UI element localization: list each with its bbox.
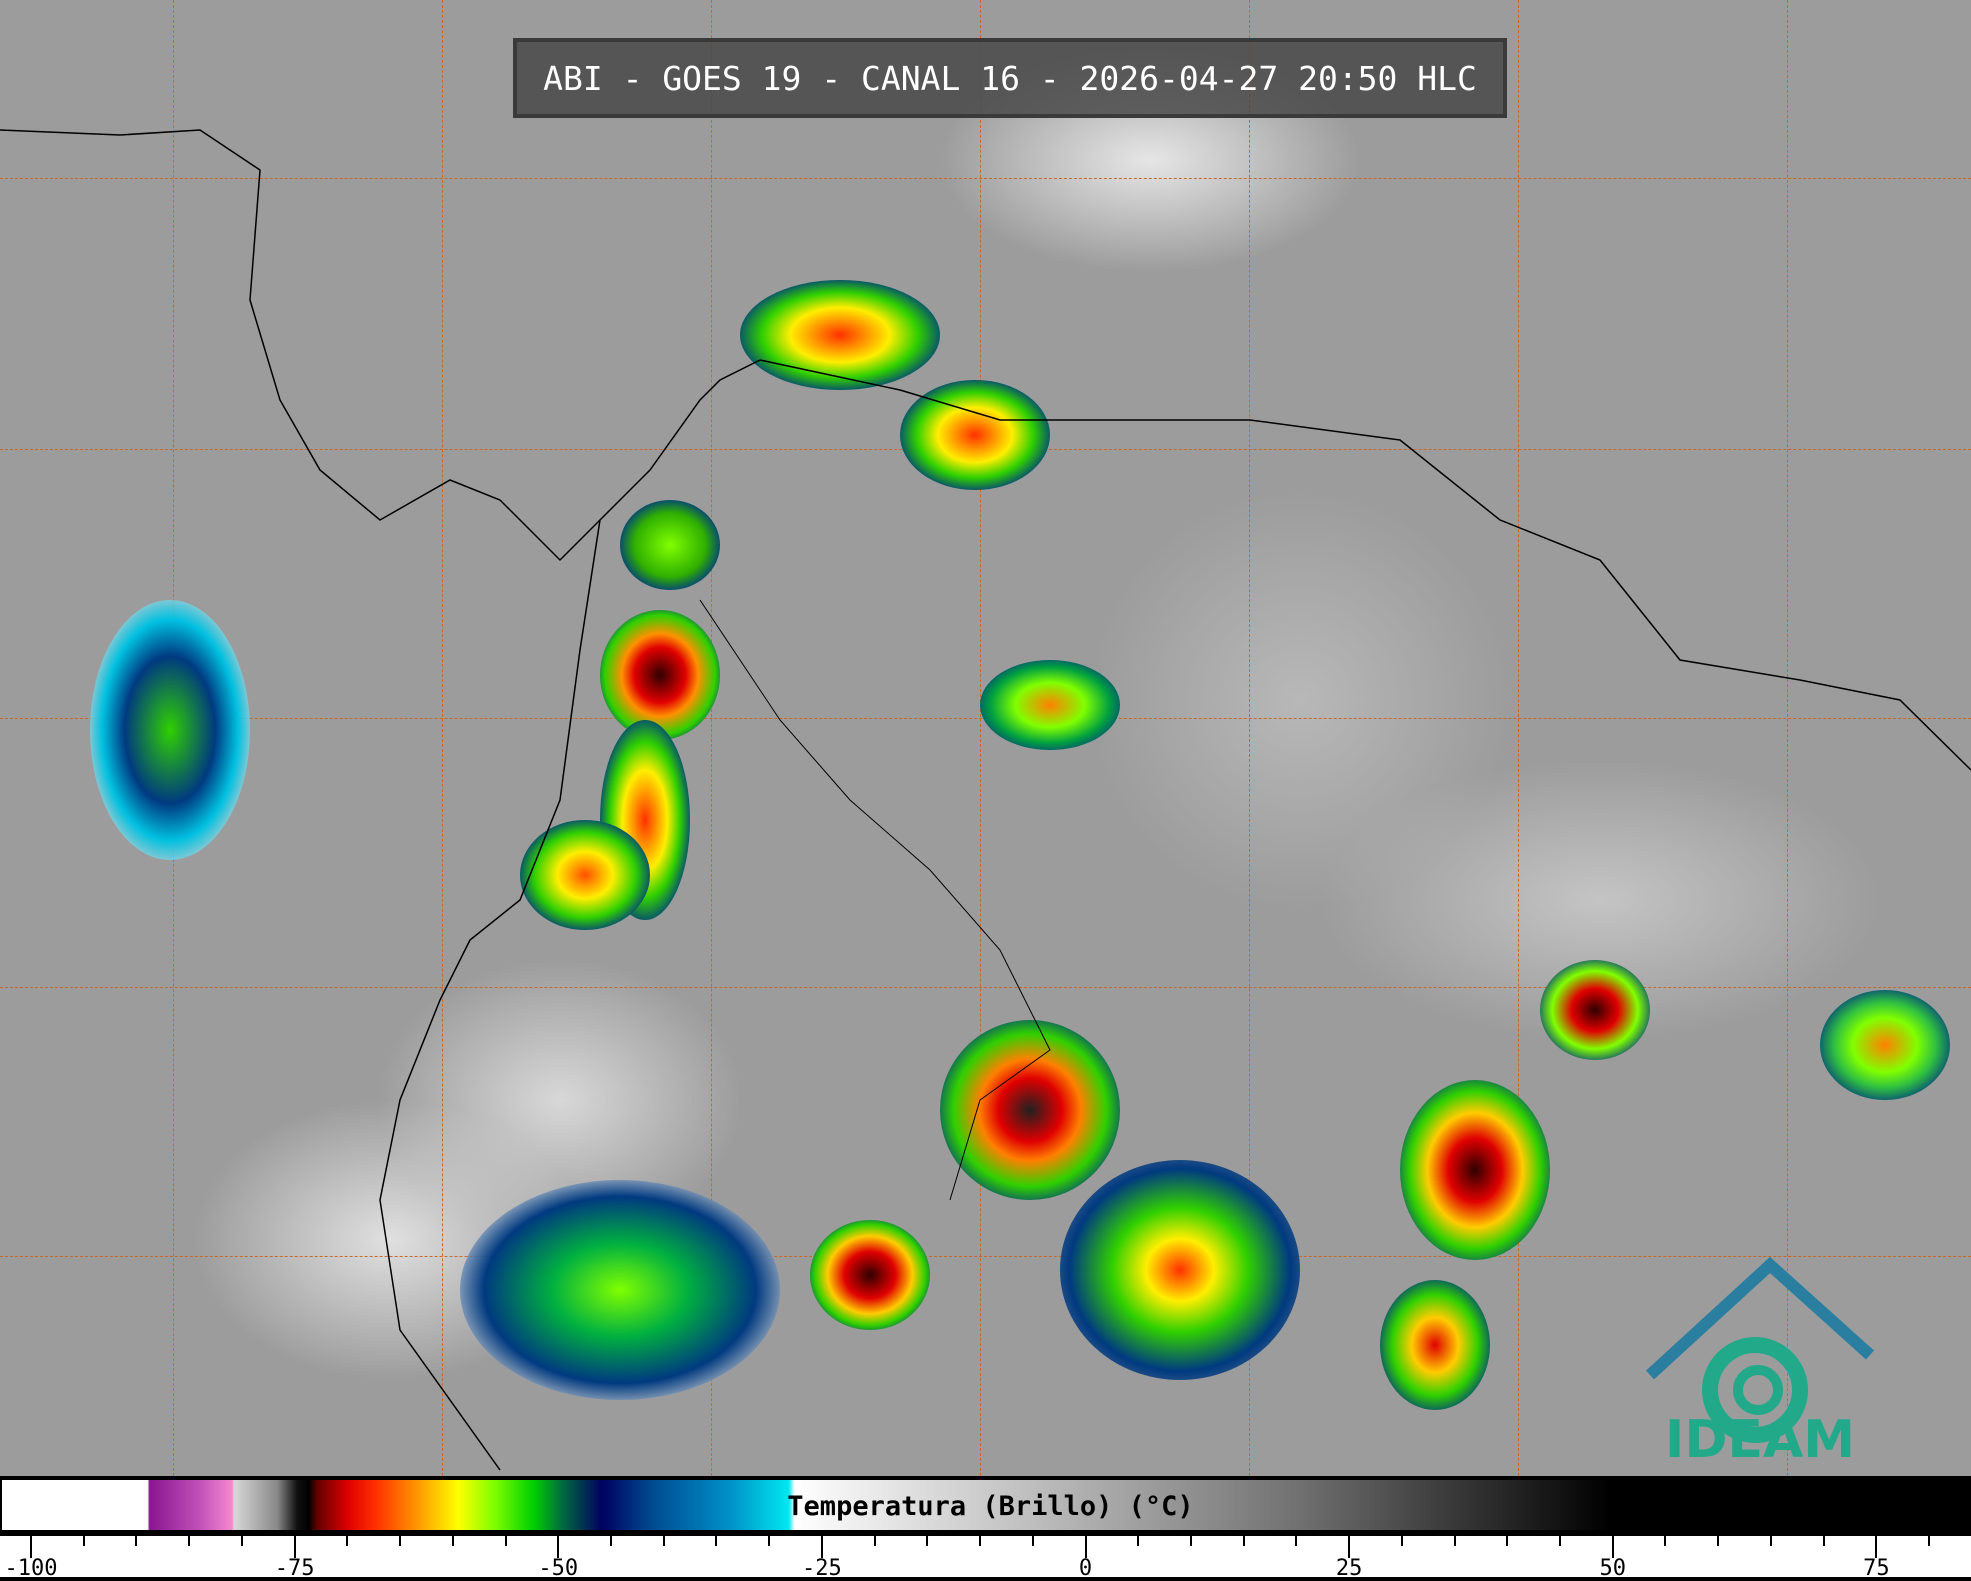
colorbar-tick bbox=[1928, 1536, 1931, 1546]
colorbar-tick bbox=[293, 1536, 296, 1558]
colorbar-tick bbox=[346, 1536, 349, 1546]
storm-cell bbox=[1060, 1160, 1300, 1380]
grid-line bbox=[1249, 0, 1250, 1476]
colorbar-tick bbox=[135, 1536, 138, 1546]
colorbar-tick bbox=[662, 1536, 665, 1546]
storm-cell bbox=[940, 1020, 1120, 1200]
colorbar-tick bbox=[715, 1536, 718, 1546]
colorbar-tick-label: -75 bbox=[274, 1556, 315, 1581]
colorbar-tick bbox=[1717, 1536, 1720, 1546]
ideam-logo-text: IDEAM bbox=[1665, 1410, 1856, 1470]
colorbar-tick bbox=[1295, 1536, 1298, 1546]
colorbar-tick bbox=[504, 1536, 507, 1546]
colorbar-axis: -100 -75 -50 -25 0 25 50 75 bbox=[0, 1536, 1971, 1581]
colorbar-tick bbox=[188, 1536, 191, 1546]
storm-cell bbox=[1820, 990, 1950, 1100]
colorbar-tick bbox=[1189, 1536, 1192, 1546]
storm-cell bbox=[520, 820, 650, 930]
storm-cell bbox=[1380, 1280, 1490, 1410]
colorbar-tick bbox=[609, 1536, 612, 1546]
colorbar-tick bbox=[240, 1536, 243, 1546]
colorbar-tick-label: 25 bbox=[1335, 1556, 1363, 1581]
grid-line bbox=[1787, 0, 1788, 1476]
colorbar-tick bbox=[1453, 1536, 1456, 1546]
colorbar-tick-label: -50 bbox=[538, 1556, 579, 1581]
colorbar bbox=[0, 1476, 1971, 1536]
colorbar-tick bbox=[451, 1536, 454, 1546]
colorbar-tick bbox=[82, 1536, 85, 1546]
satellite-image-map bbox=[0, 0, 1971, 1476]
colorbar-tick bbox=[1506, 1536, 1509, 1546]
colorbar-tick bbox=[873, 1536, 876, 1546]
colorbar-tick bbox=[1664, 1536, 1667, 1546]
colorbar-tick-label: -100 bbox=[4, 1556, 58, 1581]
colorbar-tick bbox=[1875, 1536, 1878, 1558]
storm-cell bbox=[460, 1180, 780, 1400]
grid-line bbox=[0, 1256, 1971, 1257]
storm-cell bbox=[1540, 960, 1650, 1060]
colorbar-tick bbox=[557, 1536, 560, 1558]
colorbar-tick bbox=[1137, 1536, 1140, 1546]
colorbar-tick-label: -25 bbox=[802, 1556, 842, 1581]
colorbar-tick bbox=[926, 1536, 929, 1546]
colorbar-tick-label: 0 bbox=[1078, 1556, 1093, 1581]
colorbar-tick bbox=[1400, 1536, 1403, 1546]
storm-cell bbox=[810, 1220, 930, 1330]
colorbar-tick bbox=[1348, 1536, 1351, 1558]
grid-line bbox=[442, 0, 443, 1476]
ideam-logo bbox=[1645, 1256, 1875, 1443]
grid-line bbox=[0, 987, 1971, 988]
colorbar-tick bbox=[1822, 1536, 1825, 1546]
storm-cell bbox=[900, 380, 1050, 490]
grid-line bbox=[711, 0, 712, 1476]
colorbar-tick bbox=[1559, 1536, 1562, 1546]
storm-cell bbox=[620, 500, 720, 590]
colorbar-tick-label: 50 bbox=[1599, 1556, 1627, 1581]
colorbar-tick bbox=[1242, 1536, 1245, 1546]
storm-cell bbox=[740, 280, 940, 390]
colorbar-tick bbox=[30, 1536, 32, 1558]
grid-line bbox=[1518, 0, 1519, 1476]
colorbar-label: Temperatura (Brillo) (°C) bbox=[787, 1490, 1194, 1522]
colorbar-tick bbox=[979, 1536, 982, 1546]
image-title: ABI - GOES 19 - CANAL 16 - 2026-04-27 20… bbox=[513, 38, 1507, 118]
storm-cell bbox=[90, 600, 250, 860]
storm-cell bbox=[600, 610, 720, 740]
colorbar-tick-label: 75 bbox=[1863, 1556, 1890, 1581]
colorbar-tick bbox=[1031, 1536, 1034, 1546]
colorbar-tick bbox=[1084, 1536, 1087, 1558]
coastline-borders bbox=[0, 129, 1971, 1471]
colorbar-tick bbox=[399, 1536, 402, 1546]
colorbar-tick bbox=[1611, 1536, 1614, 1558]
grid-line bbox=[980, 0, 981, 1476]
grid-line bbox=[0, 178, 1971, 179]
colorbar-gradient bbox=[2, 1480, 1969, 1530]
colorbar-tick bbox=[820, 1536, 823, 1558]
storm-cell bbox=[1400, 1080, 1550, 1260]
colorbar-tick bbox=[1769, 1536, 1772, 1546]
storm-cell bbox=[980, 660, 1120, 750]
colorbar-tick bbox=[768, 1536, 771, 1546]
